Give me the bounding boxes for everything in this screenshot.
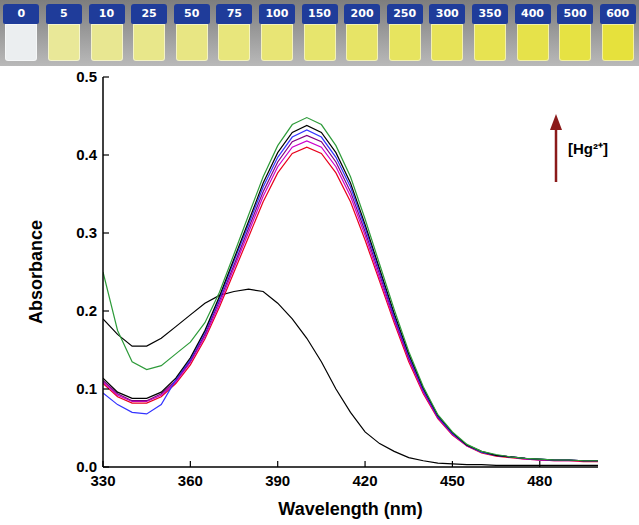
y-tick-label: 0.1 (76, 380, 97, 397)
vial-liquid (559, 24, 591, 61)
vial-liquid (133, 24, 165, 61)
x-tick (277, 461, 278, 467)
spectrum-line (103, 147, 598, 461)
vial: 10 (88, 4, 126, 62)
vial: 25 (130, 4, 168, 62)
vial-liquid (304, 24, 336, 61)
vial-label: 75 (216, 4, 252, 24)
x-axis (103, 466, 598, 468)
vial-liquid (48, 24, 80, 61)
x-tick (190, 461, 191, 467)
y-tick (103, 310, 109, 311)
vial-liquid (474, 24, 506, 61)
annotation: [Hg²⁺] (568, 140, 608, 157)
spectrum-line (103, 118, 598, 461)
x-tick-label: 480 (527, 472, 552, 489)
vial-label: 200 (344, 4, 380, 24)
x-tick-label: 390 (265, 472, 290, 489)
vial-liquid (218, 24, 250, 61)
x-tick-label: 450 (440, 472, 465, 489)
spectrum-line (103, 141, 598, 461)
vial: 350 (471, 4, 509, 62)
vial-label: 100 (259, 4, 295, 24)
vial-liquid (389, 24, 421, 61)
y-tick (103, 388, 109, 389)
y-tick (103, 232, 109, 233)
vial-label: 10 (89, 4, 125, 24)
vial-label: 300 (429, 4, 465, 24)
y-axis-title: Absorbance (26, 220, 46, 324)
x-tick-label: 420 (353, 472, 378, 489)
chart: 3303603904204504800.00.10.20.30.40.5Wave… (0, 0, 639, 525)
y-tick (103, 466, 109, 467)
vial-liquid (5, 24, 37, 61)
x-tick (364, 461, 365, 467)
y-tick-label: 0.3 (76, 224, 97, 241)
arrow-head (550, 114, 562, 130)
vial: 600 (599, 4, 637, 62)
x-tick (452, 461, 453, 467)
vial-label: 250 (387, 4, 423, 24)
vial: 50 (173, 4, 211, 62)
y-tick-label: 0.5 (76, 68, 97, 85)
vial-label: 0 (3, 4, 39, 24)
spectrum-line (103, 130, 598, 461)
vial-photo: 05 10 25 50 75 100 150 200 250 300 350 400 500 600 (0, 0, 639, 66)
y-tick-label: 0.4 (76, 146, 98, 163)
y-tick-label: 0.2 (76, 302, 97, 319)
y-axis (102, 77, 104, 467)
vial-label: 350 (472, 4, 508, 24)
y-tick (103, 76, 109, 77)
vial: 0 (2, 4, 40, 62)
y-tick-label: 0.0 (76, 458, 97, 475)
vial-liquid (346, 24, 378, 61)
vial: 250 (386, 4, 424, 62)
vial-label: 5 (46, 4, 82, 24)
vial-liquid (431, 24, 463, 61)
vial-label: 50 (174, 4, 210, 24)
vial: 400 (514, 4, 552, 62)
vial: 300 (428, 4, 466, 62)
vial: 500 (556, 4, 594, 62)
vial-label: 25 (131, 4, 167, 24)
vial: 100 (258, 4, 296, 62)
y-tick (103, 154, 109, 155)
x-tick-label: 360 (178, 472, 203, 489)
vial: 150 (301, 4, 339, 62)
vial-liquid (517, 24, 549, 61)
vial: 200 (343, 4, 381, 62)
vial-liquid (176, 24, 208, 61)
x-axis-title: Wavelength (nm) (278, 499, 422, 519)
vial-liquid (261, 24, 293, 61)
lines (103, 118, 598, 466)
vial-label: 150 (302, 4, 338, 24)
vial: 75 (215, 4, 253, 62)
vial-label: 600 (600, 4, 636, 24)
vial: 5 (45, 4, 83, 62)
arrow-shaft (555, 128, 558, 182)
vial-label: 500 (557, 4, 593, 24)
vial-liquid (91, 24, 123, 61)
vial-liquid (602, 24, 634, 61)
x-tick (539, 461, 540, 467)
x-tick (102, 461, 103, 467)
vial-label: 400 (515, 4, 551, 24)
